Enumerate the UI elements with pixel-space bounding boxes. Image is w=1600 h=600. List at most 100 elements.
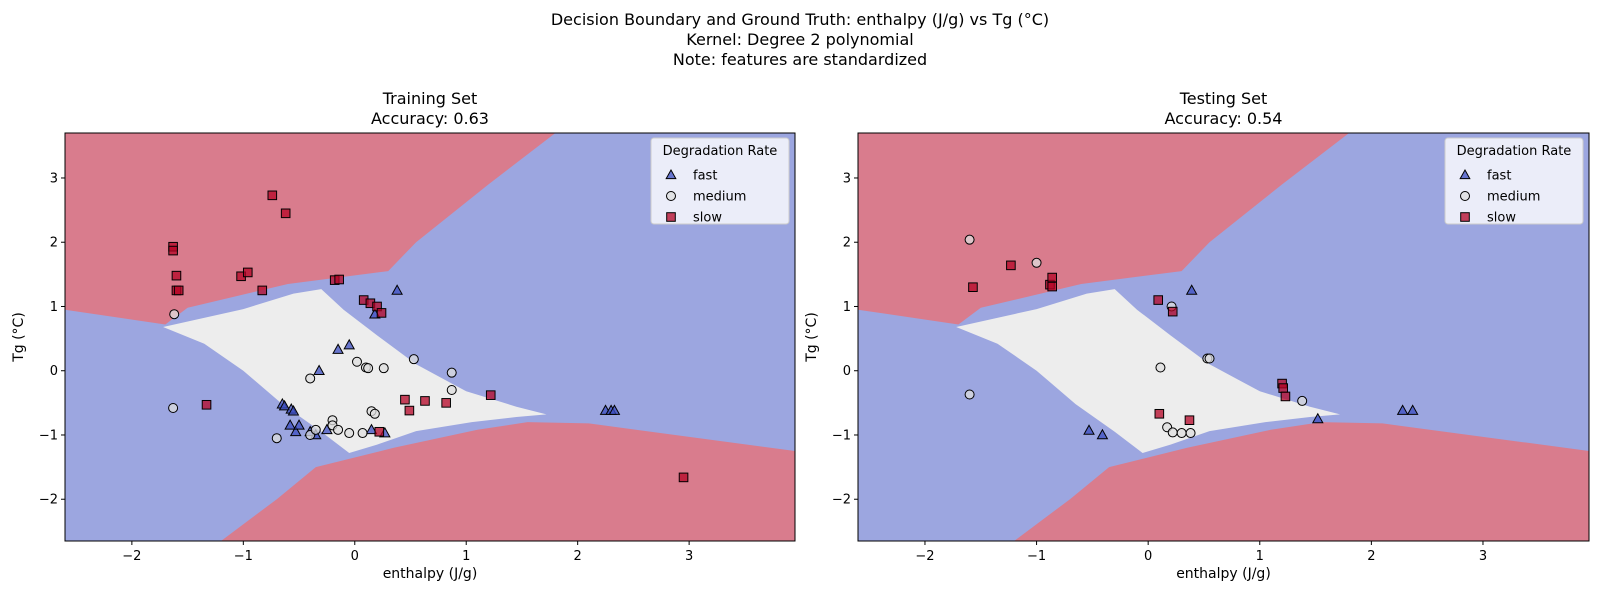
point-medium <box>310 424 321 435</box>
point-slow <box>420 396 430 406</box>
region-slow-bottom <box>221 422 795 541</box>
y-tick-label: −2 <box>39 493 58 508</box>
point-fast <box>287 404 300 416</box>
region-medium <box>956 289 1341 453</box>
point-fast <box>293 419 305 430</box>
x-tick-label: 1 <box>462 549 470 564</box>
y-tick-label: −1 <box>39 428 58 443</box>
legend-title: Degradation Rate <box>663 144 778 159</box>
legend-marker-medium <box>1460 191 1470 201</box>
point-medium <box>446 385 457 396</box>
x-tick-label: 3 <box>685 549 693 564</box>
y-axis-label: Tg (°C) <box>804 312 820 363</box>
x-tick-label: 2 <box>574 549 582 564</box>
figure-title-line-3: Note: features are standardized <box>672 50 928 69</box>
point-slow <box>374 426 385 437</box>
point-slow <box>404 405 415 416</box>
chart-panel-2: −2 −1 0 1 2 3 −2 −1 0 1 2 3 enthalpy (J/g) Tg (°C) Tes… <box>804 89 1590 582</box>
x-tick-label: 3 <box>1479 549 1487 564</box>
legend-title: Degradation Rate <box>1457 144 1572 159</box>
y-tick-label: 0 <box>50 364 58 379</box>
plot-area <box>65 133 795 541</box>
y-tick-label: 0 <box>843 364 851 379</box>
point-slow <box>334 274 344 285</box>
point-fast <box>1083 424 1095 435</box>
legend-label-medium: medium <box>693 190 746 205</box>
region-slow-bottom <box>1014 422 1589 541</box>
point-medium <box>1185 428 1196 439</box>
point-fast <box>1406 404 1419 415</box>
legend-box <box>1444 137 1584 225</box>
region-medium <box>163 289 547 453</box>
point-fast <box>365 423 378 435</box>
point-fast <box>1396 404 1409 415</box>
x-axis-label: enthalpy (J/g) <box>383 566 478 582</box>
y-tick-label: 1 <box>843 300 851 315</box>
region-slow-top <box>65 133 556 325</box>
y-tick-label: 2 <box>843 236 851 251</box>
legend-label-fast: fast <box>1487 169 1511 184</box>
point-fast <box>284 419 296 430</box>
x-tick-label: −1 <box>234 549 253 564</box>
panel-title: Testing Set <box>1179 89 1268 108</box>
region-slow-top <box>858 133 1350 325</box>
point-fast <box>343 338 356 350</box>
legend-label-slow: slow <box>1487 211 1516 226</box>
point-medium <box>271 433 282 444</box>
point-slow <box>376 308 387 318</box>
point-medium <box>1167 427 1178 438</box>
point-slow <box>1047 281 1057 292</box>
point-fast <box>391 284 403 295</box>
legend-marker-fast <box>1459 168 1471 180</box>
point-slow <box>267 190 278 201</box>
x-axis-label: enthalpy (J/g) <box>1176 566 1271 582</box>
x-tick-label: −2 <box>122 549 141 564</box>
point-slow <box>678 472 689 483</box>
legend: Degradation Rate fast medium slow <box>650 137 790 226</box>
legend: Degradation Rate fast medium slow <box>1444 137 1584 226</box>
y-tick-label: −1 <box>832 428 851 443</box>
chart-panel-1: −2 −1 0 1 2 3 −2 −1 0 1 2 3 enthalpy (J/g) Tg (°C) Tra… <box>11 89 796 582</box>
y-axis-label: Tg (°C) <box>11 312 27 363</box>
point-medium <box>352 356 362 367</box>
legend-box <box>650 137 790 225</box>
point-medium <box>344 428 355 439</box>
point-slow <box>1047 272 1057 283</box>
figure-title: Decision Boundary and Ground Truth: enth… <box>0 10 1600 70</box>
point-slow <box>1278 383 1289 393</box>
point-medium <box>333 424 344 435</box>
point-medium <box>964 234 975 245</box>
point-slow <box>1184 415 1195 426</box>
point-medium <box>369 408 380 419</box>
point-fast <box>278 399 291 411</box>
point-medium <box>357 428 368 439</box>
point-medium <box>169 309 180 320</box>
y-tick-label: 2 <box>50 236 58 251</box>
point-medium <box>1155 362 1166 373</box>
point-fast <box>1096 428 1109 440</box>
x-tick-label: 1 <box>1256 549 1264 564</box>
point-medium <box>305 373 316 384</box>
panel-accuracy: Accuracy: 0.54 <box>1165 109 1283 128</box>
point-medium <box>363 363 374 374</box>
point-medium <box>1204 353 1215 364</box>
point-fast <box>332 343 344 354</box>
x-tick-label: 0 <box>351 549 359 564</box>
point-slow <box>441 398 451 408</box>
point-fast <box>1185 284 1198 295</box>
point-slow <box>1006 260 1016 271</box>
legend-marker-slow <box>666 212 676 222</box>
y-tick-label: 1 <box>50 300 58 315</box>
point-slow <box>173 285 184 296</box>
legend-marker-slow <box>1460 212 1470 222</box>
point-medium <box>964 389 975 400</box>
legend-marker-medium <box>666 191 676 201</box>
y-tick-label: 3 <box>50 171 58 186</box>
point-medium <box>378 363 389 374</box>
point-slow <box>280 208 291 219</box>
panel-title: Training Set <box>382 89 478 108</box>
axes-frame <box>857 132 1590 542</box>
panel-accuracy: Accuracy: 0.63 <box>371 109 489 128</box>
